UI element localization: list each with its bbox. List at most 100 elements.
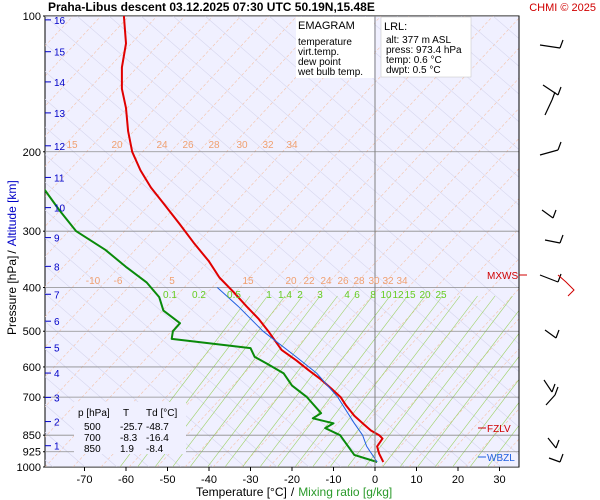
km-tick-label: 9 <box>54 234 60 245</box>
y-tick-label: 1000 <box>17 462 41 474</box>
isotherm-label: 28 <box>208 140 220 151</box>
x-tick-label: -70 <box>77 474 93 486</box>
km-tick-label: 12 <box>54 142 66 153</box>
legend-temperature: temperature <box>298 37 352 48</box>
mixing-ratio-line <box>434 356 519 467</box>
km-tick-label: 2 <box>54 418 60 429</box>
mixing-ratio-label: 0.2 <box>192 290 206 301</box>
wind-barb-flag <box>557 273 562 283</box>
mixing-ratio-line <box>487 425 519 467</box>
km-tick-label: 5 <box>54 343 60 354</box>
x-axis-label: Temperature [°C] <box>196 485 287 499</box>
y-tick-label: 600 <box>23 362 41 374</box>
mixing-ratio-label: 4 <box>344 290 350 301</box>
wind-barb-flag <box>555 439 560 449</box>
table-header-td: Td [°C] <box>146 408 177 419</box>
km-tick-label: 15 <box>54 48 66 59</box>
wind-barb-flag <box>557 86 562 96</box>
x-tick-label: -60 <box>118 474 134 486</box>
moist-adiabat-line <box>45 237 310 467</box>
x-tick-label: -40 <box>201 474 217 486</box>
x-axis-label-mixing: Mixing ratio [g/kg] <box>298 485 392 499</box>
series-temperature <box>120 16 385 463</box>
level-table: p [hPa] T Td [°C] 500 -25.7 -48.7 700 -8.3 -1… <box>74 402 186 455</box>
isotherm-label: 20 <box>285 276 297 287</box>
dry-adiabat-line <box>352 288 519 467</box>
isotherm-label: 26 <box>182 140 194 151</box>
moist-adiabat-line <box>45 320 214 467</box>
wind-barb <box>539 149 559 156</box>
y-tick-label: 300 <box>23 226 41 238</box>
mixing-ratio-line <box>417 332 519 467</box>
wind-barb-flag <box>559 453 564 463</box>
lrl-alt: alt: 377 m ASL <box>386 35 451 46</box>
mixing-ratio-line <box>242 295 373 467</box>
km-tick-label: 10 <box>54 204 66 215</box>
wind-barb <box>548 457 561 463</box>
dry-adiabat-line <box>45 16 410 408</box>
moist-adiabat-line <box>172 16 519 317</box>
isotherm-label: 24 <box>156 140 168 151</box>
wind-barb-flag <box>559 39 564 49</box>
mixing-ratio-line <box>172 295 303 467</box>
y-tick-label: 700 <box>23 392 41 404</box>
dry-adiabat-line <box>156 77 519 467</box>
dry-adiabat-line <box>184 107 519 467</box>
table-cell: 1.9 <box>120 444 134 455</box>
km-tick-label: 1 <box>54 442 60 453</box>
isotherm-label: 34 <box>396 276 408 287</box>
wind-barb <box>545 394 556 406</box>
wbzl-marker: WBZL <box>487 453 515 464</box>
km-tick-label: 16 <box>54 16 66 27</box>
isotherm-label: 24 <box>320 276 332 287</box>
dry-adiabat-line <box>128 47 519 467</box>
moist-adiabat-line <box>45 293 246 467</box>
dry-adiabat-line <box>380 318 519 467</box>
moist-adiabat-line <box>236 16 519 261</box>
series-wet-bulb-temp <box>216 287 378 463</box>
wind-barbs <box>539 39 575 463</box>
wind-barb-flag <box>555 329 560 339</box>
km-tick-label: 6 <box>54 317 60 328</box>
km-tick-label: 3 <box>54 393 60 404</box>
moist-adiabat-line <box>108 16 519 372</box>
legend-dew-point: dew point <box>298 57 341 68</box>
dry-adiabat-line <box>268 198 519 467</box>
plot-area <box>44 15 520 468</box>
chart-title: Praha-Libus descent 03.12.2025 07:30 UTC… <box>48 0 375 14</box>
mixing-ratio-label: 0.5 <box>227 290 241 301</box>
legend-wet-bulb: wet bulb temp. <box>297 67 363 78</box>
isotherm-label: 32 <box>262 140 274 151</box>
table-cell: -8.4 <box>146 444 164 455</box>
moist-adiabat-line <box>45 71 502 467</box>
table-header-t: T <box>123 408 129 419</box>
wind-barb <box>539 44 561 49</box>
wind-barb <box>542 84 559 96</box>
legend-virt-temp: virt.temp. <box>298 47 339 58</box>
isotherm-label: 15 <box>66 140 78 151</box>
km-tick-label: 8 <box>54 262 60 273</box>
x-tick-label: 20 <box>452 474 464 486</box>
moist-adiabat-line <box>332 16 519 178</box>
y-tick-label: 850 <box>23 430 41 442</box>
lrl-box: LRL: alt: 377 m ASL press: 973.4 hPa tem… <box>380 16 472 78</box>
mixing-ratio-line <box>259 295 391 467</box>
isotherm-label: 30 <box>236 140 248 151</box>
x-tick-label: 0 <box>372 474 378 486</box>
mixing-ratio-line <box>189 295 321 467</box>
mixing-ratio-line <box>452 379 519 467</box>
dry-adiabat-line <box>324 258 519 467</box>
dry-adiabat-line <box>212 137 519 467</box>
wind-barb-flag <box>559 234 564 244</box>
lrl-dwpt: dwpt: 0.5 °C <box>386 65 441 76</box>
moist-adiabat-line <box>76 16 519 400</box>
moist-adiabat-line <box>589 16 600 467</box>
dry-adiabat-line <box>100 17 519 467</box>
y-tick-label: 100 <box>23 11 41 23</box>
mixing-ratio-line <box>347 295 478 467</box>
moist-adiabat-line <box>428 16 519 95</box>
mixing-ratio-label: 20 <box>419 290 431 301</box>
table-cell: -48.7 <box>146 422 169 433</box>
y-axis-label: Pressure [hPa] <box>5 256 19 335</box>
